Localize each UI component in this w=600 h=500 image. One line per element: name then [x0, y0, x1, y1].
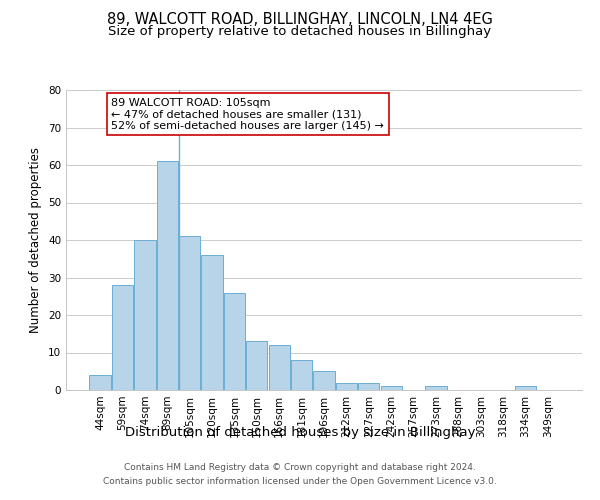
Bar: [291, 360, 312, 390]
Bar: [112, 285, 133, 390]
Bar: [515, 386, 536, 390]
Bar: [336, 382, 357, 390]
Bar: [224, 292, 245, 390]
Bar: [313, 371, 335, 390]
Bar: [246, 341, 268, 390]
Bar: [269, 345, 290, 390]
Bar: [134, 240, 155, 390]
Bar: [202, 255, 223, 390]
Bar: [157, 161, 178, 390]
Text: Size of property relative to detached houses in Billinghay: Size of property relative to detached ho…: [109, 25, 491, 38]
Text: Contains public sector information licensed under the Open Government Licence v3: Contains public sector information licen…: [103, 477, 497, 486]
Bar: [425, 386, 446, 390]
Bar: [380, 386, 402, 390]
Bar: [179, 236, 200, 390]
Bar: [358, 382, 379, 390]
Y-axis label: Number of detached properties: Number of detached properties: [29, 147, 43, 333]
Text: Contains HM Land Registry data © Crown copyright and database right 2024.: Contains HM Land Registry data © Crown c…: [124, 464, 476, 472]
Text: Distribution of detached houses by size in Billinghay: Distribution of detached houses by size …: [125, 426, 475, 439]
Bar: [89, 375, 111, 390]
Text: 89 WALCOTT ROAD: 105sqm
← 47% of detached houses are smaller (131)
52% of semi-d: 89 WALCOTT ROAD: 105sqm ← 47% of detache…: [111, 98, 384, 130]
Text: 89, WALCOTT ROAD, BILLINGHAY, LINCOLN, LN4 4EG: 89, WALCOTT ROAD, BILLINGHAY, LINCOLN, L…: [107, 12, 493, 28]
